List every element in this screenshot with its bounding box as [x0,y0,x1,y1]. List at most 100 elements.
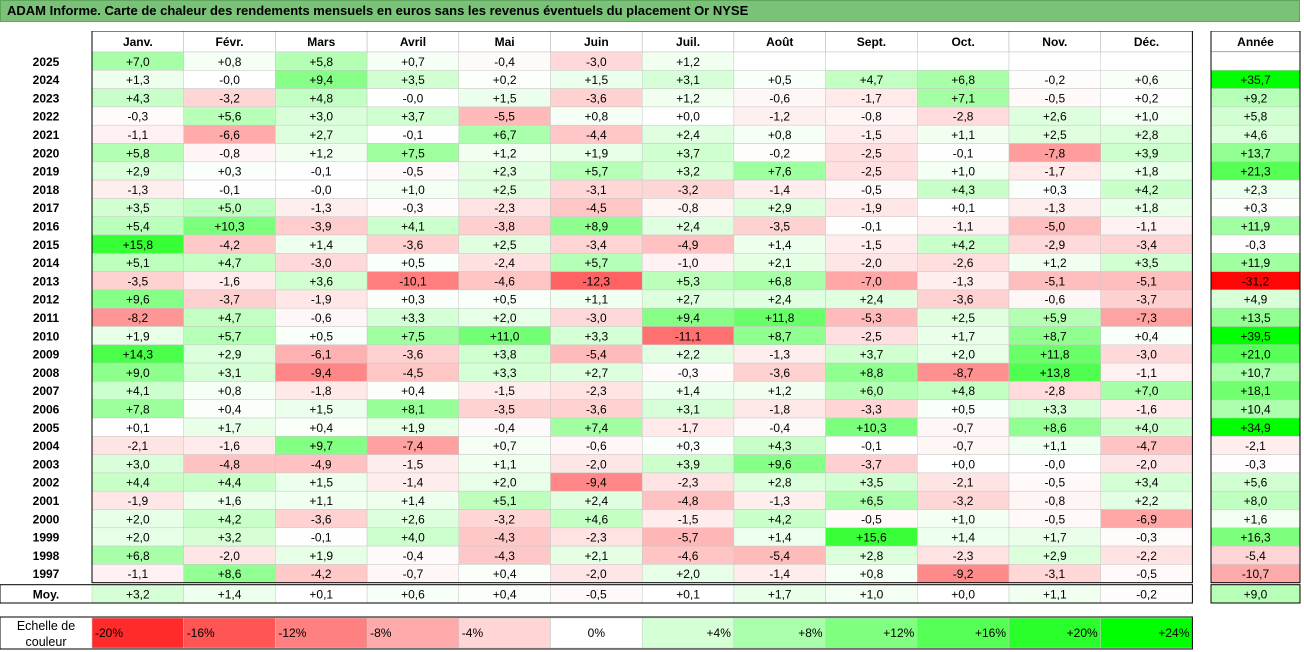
cell-value: +5,1 [493,494,517,508]
cell-value: -2,9 [1045,238,1066,252]
month-header: Déc. [1134,35,1159,49]
cell-value: +8,6 [218,567,242,581]
cell-value: -0,5 [1136,567,1157,581]
month-header: Nov. [1042,35,1067,49]
cell-value: +0,5 [768,73,792,87]
cell-value: -0,1 [861,220,882,234]
cell-value: +4,2 [1135,183,1159,197]
cell-value: -3,5 [494,403,515,417]
cell-value: -6,9 [1136,512,1157,526]
cell-value: +1,2 [768,384,792,398]
cell-value: +2,3 [493,165,517,179]
cell-value: +8,7 [1043,329,1067,343]
cell-value: +6,5 [860,494,884,508]
cell-value: +7,8 [126,403,150,417]
month-header: Juil. [676,35,700,49]
cell-value: -3,9 [311,220,332,234]
year-value: +5,6 [1244,476,1268,490]
cell-value: +5,3 [676,274,700,288]
cell-value: -0,4 [494,421,515,435]
cell-value: +2,8 [860,549,884,563]
cell-value: +2,9 [768,201,792,215]
cell-value: -9,2 [953,567,974,581]
cell-value: -3,4 [1136,238,1157,252]
cell-value: +5,8 [126,146,150,160]
cell-value: +1,0 [951,512,975,526]
cell-value: +3,1 [218,366,242,380]
cell-value: +2,2 [1135,494,1159,508]
cell-value: -0,1 [219,183,240,197]
cell-value: -3,6 [953,293,974,307]
cell-value: +0,6 [1135,73,1159,87]
cell-value: -5,7 [678,531,699,545]
cell-value: +1,4 [768,238,792,252]
cell-value: -0,4 [403,549,424,563]
cell-value: +3,1 [676,403,700,417]
cell-value: +3,2 [218,531,242,545]
cell-value: -0,5 [1045,512,1066,526]
scale-swatch [275,617,368,649]
cell-value: +0,5 [493,293,517,307]
cell-value: -3,1 [1045,567,1066,581]
cell-value: +15,8 [123,238,154,252]
cell-value: +0,8 [218,55,242,69]
cell-value: +8,7 [768,329,792,343]
cell-value: +1,0 [1135,110,1159,124]
year-value: -31,2 [1242,274,1270,288]
cell-value: +2,9 [1043,549,1067,563]
cell-value: -3,1 [586,183,607,197]
cell-value: +0,1 [676,588,700,602]
cell-value: +3,7 [676,146,700,160]
cell-value: +0,0 [676,110,700,124]
cell-value: +0,4 [401,384,425,398]
cell-value: -1,7 [1045,165,1066,179]
cell-value: +4,1 [401,220,425,234]
cell-value: -8,2 [128,311,149,325]
row-label: 2002 [33,476,60,490]
cell-value: +3,5 [860,476,884,490]
cell-value: -1,6 [219,274,240,288]
cell-value: -3,2 [953,494,974,508]
cell-value: +1,6 [218,494,242,508]
cell-value: -4,6 [678,549,699,563]
cell-value: +11,8 [765,311,795,325]
cell-value: +2,5 [493,238,517,252]
cell-value: -4,3 [494,549,515,563]
average-year-border [1210,584,1301,604]
row-label: 2014 [33,256,60,270]
scale-label: +20% [1067,626,1098,640]
cell-value: -1,1 [953,220,974,234]
cell-value: +0,4 [309,421,333,435]
color-scale-label: Echelle de couleur [16,619,76,649]
scale-swatch [641,617,735,649]
cell-value: +1,5 [309,403,333,417]
row-label: 2005 [33,421,60,435]
cell-value: -6,1 [311,348,332,362]
cell-value: -1,9 [861,201,882,215]
cell-value: -9,4 [311,366,332,380]
cell-value: +0,3 [401,293,425,307]
cell-value: +6,7 [493,128,517,142]
cell-value: -5,0 [1045,220,1066,234]
cell-value: -1,5 [403,457,424,471]
month-header: Août [766,35,793,49]
cell-value: -11,1 [675,329,702,343]
cell-value: +3,1 [676,73,700,87]
cell-value: +1,2 [676,55,700,69]
row-label: 2018 [33,183,60,197]
cell-value: -4,5 [586,201,607,215]
cell-value: +7,4 [584,421,608,435]
cell-value: +2,5 [951,311,975,325]
cell-value: +7,0 [1135,384,1159,398]
cell-value: -3,6 [403,348,424,362]
cell-value: -1,3 [128,183,149,197]
cell-value: +6,8 [126,549,150,563]
cell-value: -2,3 [953,549,974,563]
cell-value: +9,7 [309,439,333,453]
cell-value: +2,6 [401,512,425,526]
cell-value: +1,7 [1043,531,1067,545]
cell-value: +0,4 [218,403,242,417]
year-value: -0,3 [1245,457,1266,471]
cell-value: -2,0 [586,457,607,471]
cell-value: -1,5 [494,384,515,398]
